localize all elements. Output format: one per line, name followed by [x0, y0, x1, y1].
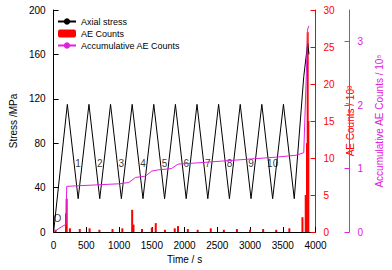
svg-text:6: 6	[183, 157, 189, 169]
svg-text:0: 0	[358, 227, 364, 238]
svg-text:1: 1	[75, 158, 81, 169]
svg-text:80: 80	[34, 138, 46, 149]
svg-text:3: 3	[358, 36, 364, 47]
svg-text:5: 5	[324, 190, 330, 201]
svg-text:2: 2	[358, 100, 364, 111]
svg-text:40: 40	[34, 182, 46, 193]
svg-text:9: 9	[248, 157, 254, 169]
svg-text:160: 160	[29, 49, 46, 60]
svg-text:0: 0	[51, 240, 57, 251]
svg-text:1500: 1500	[141, 240, 164, 251]
svg-text:3: 3	[119, 158, 125, 169]
svg-text:0: 0	[324, 227, 330, 238]
svg-text:5: 5	[162, 158, 168, 169]
svg-text:20: 20	[324, 79, 336, 90]
svg-text:25: 25	[324, 42, 336, 53]
svg-text:4: 4	[140, 158, 146, 169]
svg-text:3500: 3500	[272, 240, 295, 251]
svg-text:8: 8	[227, 158, 233, 169]
svg-text:4000: 4000	[304, 240, 327, 251]
svg-text:10: 10	[324, 153, 336, 164]
svg-text:7: 7	[205, 158, 211, 169]
svg-text:200: 200	[29, 5, 46, 16]
svg-text:AE Counts / 10³: AE Counts / 10³	[345, 85, 356, 156]
svg-text:2000: 2000	[173, 240, 196, 251]
svg-text:3000: 3000	[239, 240, 262, 251]
svg-text:15: 15	[324, 116, 336, 127]
svg-text:Stress /MPa: Stress /MPa	[8, 93, 19, 148]
svg-text:30: 30	[324, 5, 336, 16]
svg-text:Accumulative AE Counts / 10⁵: Accumulative AE Counts / 10⁵	[374, 54, 385, 187]
svg-text:120: 120	[29, 93, 46, 104]
svg-text:0: 0	[40, 227, 46, 238]
svg-text:O: O	[53, 213, 62, 225]
svg-text:Time / s: Time / s	[167, 254, 202, 265]
svg-text:2: 2	[97, 158, 103, 169]
svg-text:500: 500	[78, 240, 95, 251]
svg-text:2500: 2500	[206, 240, 229, 251]
svg-text:1000: 1000	[108, 240, 131, 251]
svg-text:1: 1	[358, 163, 364, 174]
svg-text:Accumulative AE Counts: Accumulative AE Counts	[81, 41, 180, 51]
svg-text:AE Counts: AE Counts	[81, 29, 125, 39]
svg-text:Axial stress: Axial stress	[81, 17, 128, 27]
